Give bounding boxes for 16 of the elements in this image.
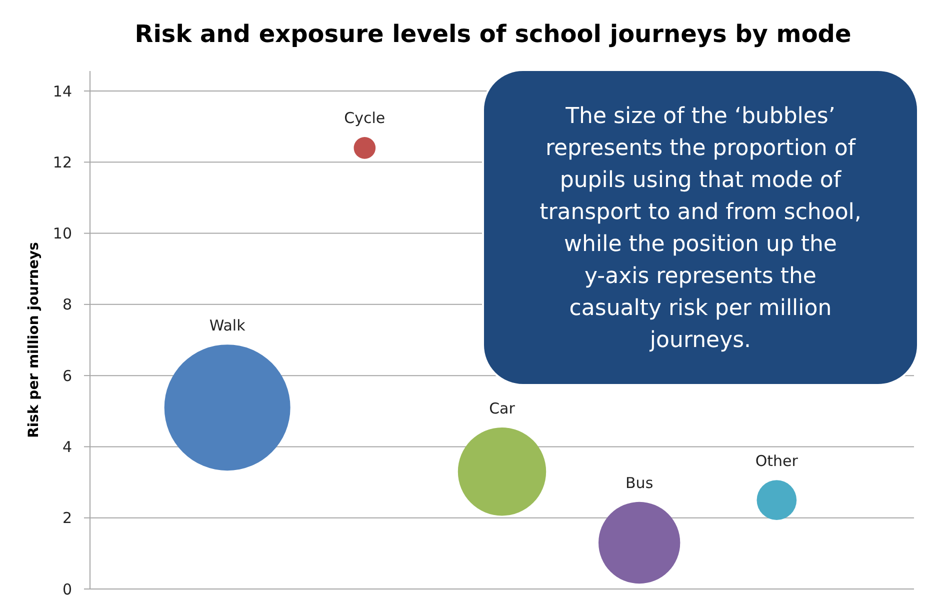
y-tick-label: 8 bbox=[62, 296, 72, 314]
y-tick-label: 2 bbox=[62, 509, 72, 528]
y-tick-label: 10 bbox=[52, 224, 72, 243]
y-tick-label: 4 bbox=[62, 438, 72, 456]
series-label: Walk bbox=[209, 316, 246, 335]
series-label: Cycle bbox=[344, 109, 386, 127]
series-label: Bus bbox=[626, 474, 654, 492]
y-tick-label: 0 bbox=[62, 580, 72, 598]
y-tick-label: 6 bbox=[62, 366, 72, 385]
y-axis-title: Risk per million journeys bbox=[26, 242, 42, 438]
y-tick-label: 14 bbox=[52, 82, 72, 100]
series-label: Car bbox=[489, 400, 516, 418]
series-label: Other bbox=[755, 452, 799, 470]
annotation: The size of the ‘bubbles’ represents the proportion of pupils using that mode of transport to and from school, while the position up the y-axis represents the casualty risk per million journeys. bbox=[540, 104, 862, 354]
y-tick-label: 12 bbox=[52, 153, 72, 172]
chart-title: Risk and exposure levels of school journeys by mode bbox=[134, 20, 852, 48]
